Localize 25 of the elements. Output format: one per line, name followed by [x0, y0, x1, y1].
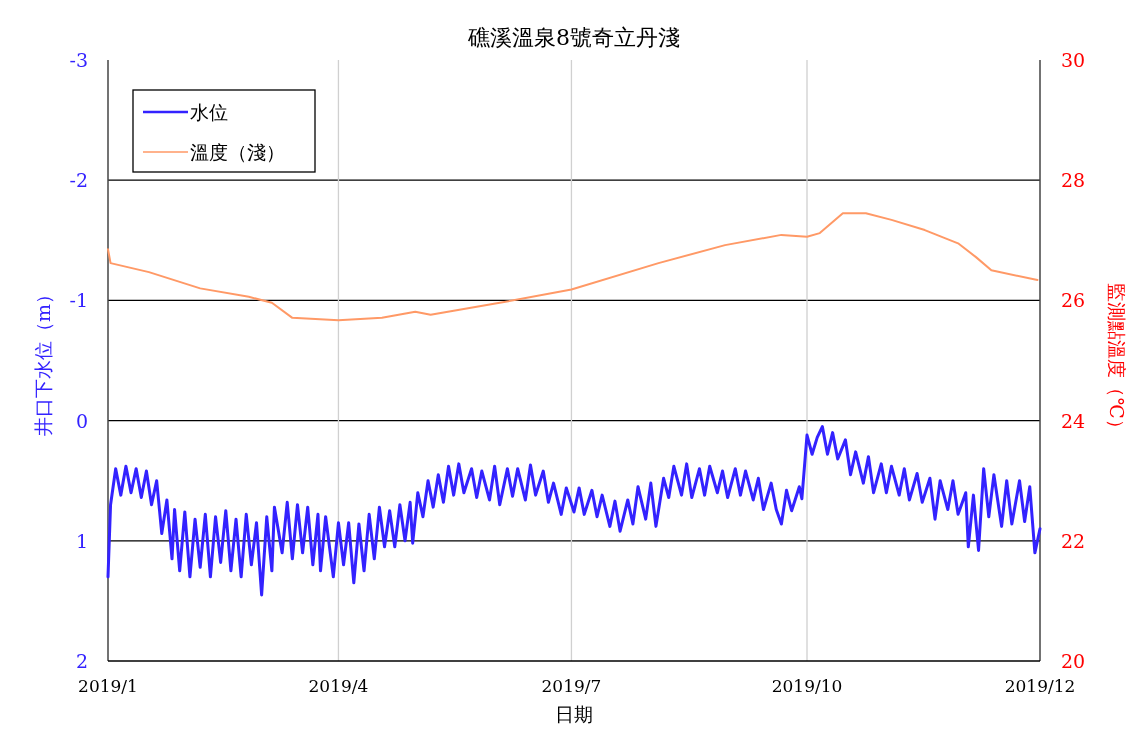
y-tick-label: 0 — [75, 409, 88, 432]
y2-tick-label: 30 — [1061, 49, 1086, 71]
x-tick-label: 2019/10 — [771, 676, 843, 696]
line-series — [106, 425, 1042, 597]
line-series — [107, 212, 1039, 322]
y2-tick-label: 26 — [1061, 289, 1086, 312]
y-tick-label: -2 — [69, 169, 88, 192]
legend-label: 溫度（淺） — [190, 141, 285, 163]
y2-axis-title: 監測點溫度（℃） — [1106, 283, 1128, 438]
x-tick-label: 2019/12 — [1004, 676, 1076, 696]
y-axis-title: 井口下水位（m） — [32, 284, 54, 437]
chart-title: 礁溪溫泉8號奇立丹淺 — [467, 25, 680, 50]
x-tick-label: 2019/4 — [308, 676, 369, 696]
y2-tick-label: 20 — [1061, 650, 1086, 672]
x-axis-title: 日期 — [555, 703, 593, 725]
y-tick-label: 2 — [75, 650, 88, 672]
y-tick-label: -1 — [69, 289, 88, 312]
y-tick-label: 1 — [75, 529, 88, 552]
y-tick-label: -3 — [69, 49, 88, 71]
x-tick-label: 2019/1 — [78, 676, 138, 696]
x-tick-label: 2019/7 — [541, 676, 602, 696]
y2-tick-label: 22 — [1061, 529, 1086, 552]
legend-label: 水位 — [190, 101, 228, 123]
y2-tick-label: 28 — [1061, 169, 1086, 192]
y2-tick-label: 24 — [1061, 409, 1086, 432]
